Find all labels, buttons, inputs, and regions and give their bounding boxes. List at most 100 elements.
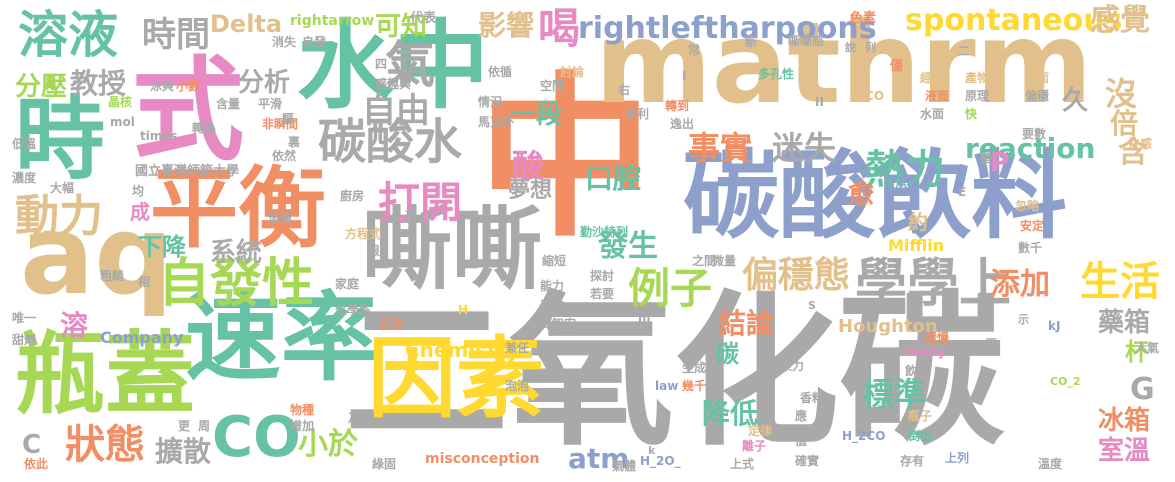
- word: 速率: [185, 282, 377, 394]
- word: 國立臺灣師範大學: [135, 164, 240, 179]
- word: 新: [745, 35, 758, 49]
- word: 討論: [560, 65, 585, 79]
- word: 亨利: [625, 107, 650, 121]
- word: 值: [795, 434, 808, 448]
- word: 轉到: [665, 99, 690, 113]
- word: times: [140, 129, 178, 143]
- word: 物種: [290, 403, 315, 417]
- word: 更: [178, 419, 191, 433]
- word: 代表: [410, 11, 437, 26]
- word: 小數: [176, 79, 201, 93]
- word: 空間: [540, 79, 565, 93]
- word: 室溫: [1098, 436, 1151, 466]
- word: 低溫: [12, 137, 37, 151]
- word: 分析: [238, 68, 291, 98]
- word: 原理: [965, 89, 990, 103]
- word: P: [990, 148, 1010, 178]
- word: 安定: [1020, 219, 1045, 233]
- word: 動力: [15, 191, 103, 242]
- word: 學學上: [855, 254, 1012, 314]
- word: 色素: [850, 11, 877, 26]
- word: 攪: [758, 391, 771, 405]
- word: S: [808, 299, 816, 312]
- word: 偏穩態: [742, 255, 851, 296]
- word: 生活: [1080, 259, 1160, 305]
- word: 可知: [375, 12, 428, 42]
- word: 自發性: [158, 254, 315, 314]
- word: 溶: [60, 309, 89, 342]
- word: G: [1130, 372, 1155, 407]
- word: 酸: [512, 147, 545, 185]
- word: 逸出: [670, 117, 695, 131]
- word: 家庭: [335, 277, 360, 291]
- word: 因素: [368, 327, 545, 430]
- word: 快: [965, 107, 978, 121]
- word: 忽略: [1015, 199, 1040, 213]
- word: 玻璃: [268, 211, 293, 225]
- word: 上列: [945, 451, 970, 465]
- word: 裏: [288, 135, 301, 149]
- word: spontaneous: [905, 3, 1123, 38]
- word: 偏穩: [1025, 89, 1050, 103]
- word: 微量: [712, 254, 737, 268]
- word: 碳酸飲料: [683, 140, 1067, 252]
- word: 倒出: [908, 429, 933, 443]
- word: 勤沙特列: [580, 225, 629, 239]
- word: reaction: [965, 132, 1096, 165]
- word: 系統: [210, 238, 263, 268]
- word: 久: [1062, 86, 1089, 116]
- word: 二: [958, 44, 971, 58]
- word: I: [682, 69, 687, 83]
- word: 標準: [862, 375, 927, 413]
- word: 馬克杯: [478, 115, 515, 129]
- word: 小小: [895, 179, 920, 193]
- word: 表面: [1025, 71, 1050, 85]
- word: rightleftharpoons: [578, 11, 877, 46]
- word: 非瞬間: [262, 117, 299, 131]
- word: 簡化: [858, 409, 883, 423]
- word: 熱力: [865, 147, 945, 193]
- word: 驅: [282, 112, 295, 126]
- word: 經驗: [920, 71, 945, 85]
- word: 發生: [598, 229, 658, 264]
- word: 增加: [290, 419, 315, 433]
- word: 平滑: [258, 97, 283, 111]
- word: 能力: [540, 279, 565, 293]
- word: 打開: [378, 178, 463, 227]
- word: 沒: [1105, 75, 1138, 113]
- word: 狀態: [65, 422, 145, 468]
- word: 周: [198, 419, 211, 433]
- word: mol: [110, 115, 135, 129]
- word: 晶核: [108, 95, 133, 109]
- word: 兼任: [505, 341, 530, 355]
- word: 溫度: [1038, 457, 1063, 471]
- word: 之間: [692, 254, 717, 268]
- word: 應: [795, 409, 808, 423]
- word: 自發: [302, 35, 327, 49]
- word: 僅: [890, 59, 904, 74]
- word: 藥箱: [1098, 308, 1151, 338]
- word: 二氧化碳: [344, 276, 1004, 468]
- word: Delta: [210, 10, 283, 38]
- word: 方程式: [345, 227, 382, 241]
- word: 探討: [590, 269, 615, 283]
- word: 說: [845, 41, 856, 54]
- word: 數千: [1018, 241, 1043, 255]
- word: 乃吾: [348, 411, 373, 425]
- word: 快感: [1128, 137, 1153, 151]
- word: 嘶嘶: [362, 197, 542, 302]
- word: 一段: [510, 100, 563, 130]
- word: H_2CO: [842, 429, 886, 443]
- word: 上式: [730, 457, 755, 471]
- word: 感趣興: [375, 77, 412, 91]
- word: 要數: [1022, 127, 1047, 141]
- word: 感覺: [1090, 3, 1150, 38]
- word: 均: [132, 184, 145, 198]
- word: 添加: [990, 267, 1050, 302]
- word: 結論: [718, 307, 775, 340]
- word: 常: [688, 43, 701, 57]
- word: 大氣: [1135, 341, 1160, 355]
- word: 情況: [478, 95, 503, 109]
- word: Henry: [905, 345, 946, 359]
